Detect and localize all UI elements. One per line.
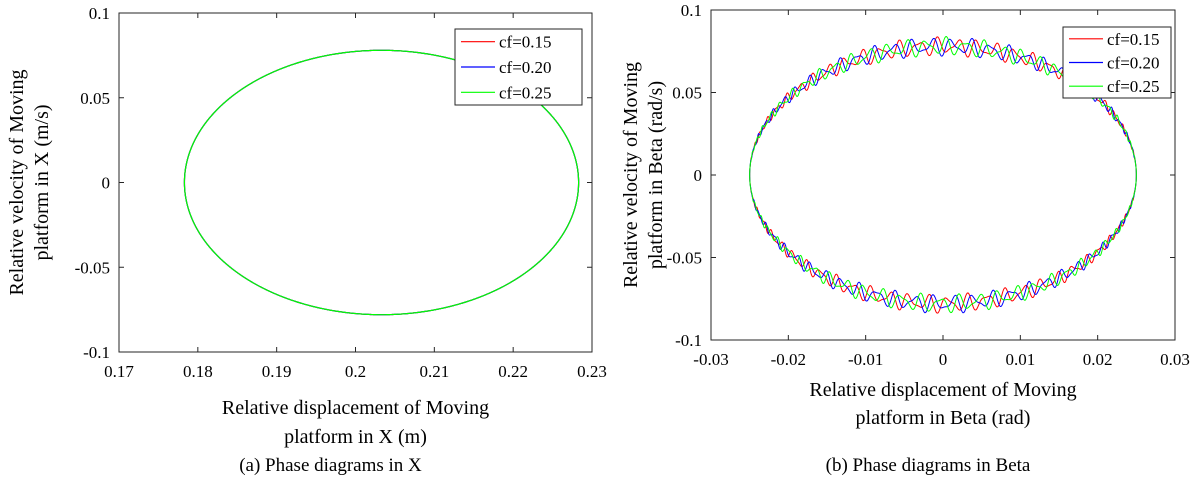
chart-panel-beta: -0.03 -0.02 -0.01 0 0.01 0.02 0.03 -0.1 -0.05 0 0.… [620, 1, 1190, 476]
x-tick-label: 0.18 [183, 362, 213, 381]
y-tick-label: 0.1 [681, 1, 702, 20]
x-tick-label: 0.03 [1160, 350, 1190, 369]
y-tick-label: 0.05 [80, 89, 110, 108]
legend-label: cf=0.20 [1107, 54, 1160, 73]
y-tick-label: -0.1 [83, 343, 110, 362]
x-tick-label: 0.23 [577, 362, 607, 381]
x-tick-label: -0.01 [848, 350, 883, 369]
x-tick-label: 0.01 [1005, 350, 1035, 369]
y-tick-label: 0 [102, 174, 111, 193]
y-tick-label: 0.05 [672, 84, 702, 103]
x-tick-label: 0.19 [262, 362, 292, 381]
series-line-cf=0.25 [749, 36, 1137, 314]
chart-panel-x: 0.17 0.18 0.19 0.2 0.21 0.22 0.23 -0.1 -0.05 0 0.0… [6, 4, 607, 476]
x-axis-label: platform in Beta (rad) [856, 407, 1031, 429]
y-tick-label: -0.05 [667, 249, 702, 268]
legend-label: cf=0.25 [1107, 77, 1160, 96]
y-tick-label: 0.1 [89, 4, 110, 23]
legend: cf=0.15 cf=0.20 cf=0.25 [1062, 26, 1172, 99]
curves [749, 36, 1137, 314]
figure-caption: (a) Phase diagrams in X [239, 455, 422, 476]
y-axis-label: Relative velocity of Moving [6, 69, 28, 295]
y-axis-label: platform in X (m/s) [31, 104, 53, 260]
x-axis-label: Relative displacement of Moving [222, 397, 489, 419]
legend-label: cf=0.20 [499, 58, 552, 77]
legend-label: cf=0.25 [499, 83, 552, 102]
legend: cf=0.15 cf=0.20 cf=0.25 [454, 28, 583, 106]
x-tick-label: -0.02 [771, 350, 806, 369]
y-tick-label: 0 [694, 166, 703, 185]
legend-label: cf=0.15 [499, 33, 552, 52]
x-tick-label: 0.2 [345, 362, 366, 381]
y-tick-label: -0.1 [675, 331, 702, 350]
figure-caption: (b) Phase diagrams in Beta [826, 455, 1031, 476]
x-axis-label: platform in X (m) [284, 426, 427, 448]
x-tick-label: 0.22 [498, 362, 528, 381]
y-axis-label: Relative velocity of Moving [620, 62, 642, 288]
x-tick-label: 0.17 [104, 362, 134, 381]
x-axis-label: Relative displacement of Moving [809, 379, 1076, 401]
x-tick-label: 0 [939, 350, 948, 369]
x-tick-label: -0.03 [693, 350, 728, 369]
x-tick-label: 0.02 [1083, 350, 1113, 369]
y-axis-label: platform in Beta (rad/s) [645, 81, 667, 269]
legend-label: cf=0.15 [1107, 30, 1160, 49]
x-tick-label: 0.21 [419, 362, 449, 381]
y-tick-label: -0.05 [75, 258, 110, 277]
